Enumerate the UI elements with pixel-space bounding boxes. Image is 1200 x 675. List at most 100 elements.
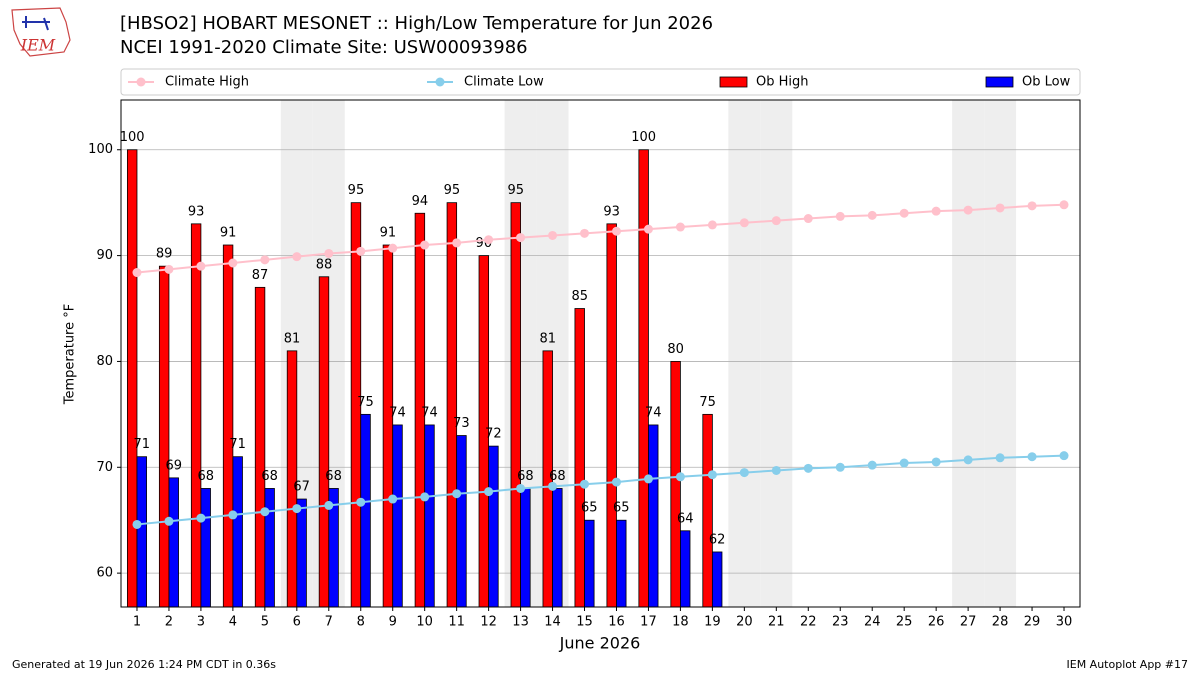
bar: [222, 244, 234, 608]
x-tick-label: 30: [1056, 615, 1073, 630]
x-tick-label: 18: [672, 615, 689, 630]
marker: [324, 500, 334, 510]
x-tick-label: 14: [544, 615, 561, 630]
marker: [675, 472, 685, 482]
marker: [292, 252, 302, 262]
bar: [616, 519, 627, 608]
marker: [707, 470, 717, 480]
marker: [196, 261, 206, 271]
bar: [254, 286, 266, 608]
marker: [388, 494, 398, 504]
x-tick-label: 25: [896, 615, 913, 630]
marker: [580, 479, 590, 489]
logo-text: IEM: [20, 36, 56, 55]
data-label: 69: [165, 458, 182, 473]
marker: [803, 214, 813, 224]
y-tick-label: 60: [96, 566, 113, 581]
bar: [424, 424, 435, 608]
bar: [702, 413, 713, 608]
data-label: 65: [613, 501, 630, 516]
marker: [963, 205, 973, 215]
marker: [899, 208, 909, 218]
bar: [456, 435, 467, 608]
footer-right: IEM Autoplot App #17: [1067, 658, 1189, 671]
marker: [611, 226, 621, 236]
legend-marker: [435, 77, 445, 87]
marker: [164, 264, 174, 274]
data-label: 68: [261, 469, 278, 484]
bar: [200, 488, 211, 608]
logo-icon: [22, 16, 50, 31]
marker: [1059, 200, 1069, 210]
line: [136, 203, 1065, 274]
x-tick-label: 4: [229, 615, 237, 630]
x-tick-label: 10: [416, 615, 433, 630]
x-tick-label: 1: [133, 615, 141, 630]
data-label: 81: [284, 331, 301, 346]
x-tick-label: 27: [960, 615, 977, 630]
bar: [520, 488, 531, 608]
marker: [132, 268, 142, 278]
data-label: 93: [188, 204, 205, 219]
plot-frame: [120, 99, 1081, 608]
bar: [510, 202, 521, 608]
bar: [126, 149, 138, 608]
marker: [388, 243, 398, 253]
marker: [324, 248, 334, 258]
bar: [232, 456, 243, 608]
line-series: [132, 200, 1069, 278]
data-label: 68: [517, 469, 534, 484]
bar: [584, 519, 595, 608]
data-label: 74: [389, 405, 406, 420]
x-tick-label: 23: [832, 615, 849, 630]
chart-subtitle: NCEI 1991-2020 Climate Site: USW00093986: [120, 37, 528, 58]
x-tick-label: 22: [800, 615, 817, 630]
x-tick-label: 8: [357, 615, 365, 630]
marker: [548, 481, 558, 491]
legend-swatch: [719, 76, 748, 88]
data-label: 91: [220, 226, 237, 241]
marker: [516, 483, 526, 493]
y-tick-label: 90: [96, 248, 113, 263]
bar: [711, 551, 723, 608]
marker: [292, 504, 302, 514]
logo: IEM: [11, 7, 71, 57]
data-label: 85: [571, 289, 588, 304]
data-label: 68: [197, 469, 214, 484]
bar: [670, 361, 681, 608]
weekend-shade: [728, 100, 761, 607]
marker: [675, 222, 685, 232]
x-tick-label: 3: [197, 615, 205, 630]
x-tick-label: 2: [165, 615, 173, 630]
bar-series: 71 69 68 71 68 67 68 75 74 74 73 72 68 68 65 65 74 64 62: [134, 395, 726, 608]
data-label: 71: [229, 437, 246, 452]
marker: [803, 463, 813, 473]
marker: [995, 203, 1005, 213]
data-label: 71: [134, 437, 151, 452]
marker: [931, 457, 941, 467]
marker: [611, 477, 621, 487]
marker: [1027, 452, 1037, 462]
data-label: 93: [603, 204, 620, 219]
marker: [1059, 451, 1069, 461]
legend-label: Climate Low: [464, 75, 544, 90]
legend-marker: [136, 77, 146, 87]
marker: [260, 255, 270, 265]
bar: [158, 265, 170, 608]
marker: [228, 258, 238, 268]
data-label: 80: [667, 342, 684, 357]
marker: [995, 453, 1005, 463]
marker: [643, 224, 653, 234]
marker: [643, 474, 653, 484]
legend-label: Climate High: [165, 75, 249, 90]
data-label: 62: [709, 532, 726, 547]
marker: [707, 220, 717, 230]
data-label: 95: [444, 183, 461, 198]
bar: [296, 498, 307, 608]
footer-left: Generated at 19 Jun 2026 1:24 PM CDT in …: [12, 658, 276, 671]
legend-label: Ob Low: [1022, 75, 1071, 90]
weekend-shade: [760, 100, 793, 607]
marker: [771, 216, 781, 226]
y-tick-label: 80: [96, 354, 113, 369]
line: [136, 454, 1065, 526]
